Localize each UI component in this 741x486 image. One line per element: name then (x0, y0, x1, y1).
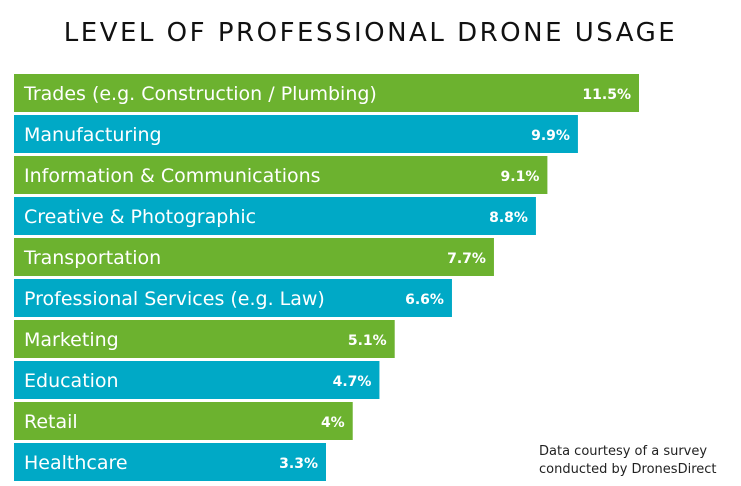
bar-value-label: 4.7% (333, 374, 372, 390)
bar-group: Creative & Photographic 8.8% (14, 197, 536, 235)
bar-label: Education (24, 370, 119, 392)
bar-label: Creative & Photographic (24, 206, 256, 228)
bar (14, 238, 494, 276)
bar (14, 443, 326, 481)
bar-group: Transportation 7.7% (14, 238, 494, 276)
bar-group: Information & Communications 9.1% (14, 156, 548, 194)
bar-group: Marketing 5.1% (14, 320, 395, 358)
bar-label: Information & Communications (24, 165, 321, 187)
bar-label: Manufacturing (24, 124, 162, 146)
bar (14, 74, 639, 112)
bar-value-label: 3.3% (279, 456, 318, 472)
bar (14, 402, 353, 440)
bar-value-label: 5.1% (348, 333, 387, 349)
bar-label: Trades (e.g. Construction / Plumbing) (23, 83, 377, 105)
bar-label: Transportation (23, 247, 161, 269)
bar-value-label: 8.8% (489, 210, 528, 226)
bar-group: Healthcare 3.3% (14, 443, 326, 481)
bar (14, 115, 578, 153)
chart-title: LEVEL OF PROFESSIONAL DRONE USAGE (63, 18, 678, 48)
bar-group: Manufacturing 9.9% (14, 115, 578, 153)
bar-value-label: 11.5% (582, 87, 631, 103)
source-note: Data courtesy of a survey conducted by D… (539, 443, 717, 479)
bar-value-label: 7.7% (447, 251, 486, 267)
source-line-2: conducted by DronesDirect (539, 462, 717, 477)
bar-value-label: 6.6% (405, 292, 444, 308)
bar-value-label: 9.1% (501, 169, 540, 185)
bar-group: Education 4.7% (14, 361, 380, 399)
bar-label: Professional Services (e.g. Law) (24, 288, 325, 310)
bar-group: Professional Services (e.g. Law) 6.6% (14, 279, 452, 317)
bar (14, 361, 380, 399)
bar-value-label: 4% (321, 415, 345, 431)
bar (14, 320, 395, 358)
bar-value-label: 9.9% (531, 128, 570, 144)
bar (14, 279, 452, 317)
bar (14, 197, 536, 235)
bar-label: Healthcare (24, 452, 128, 474)
bar (14, 156, 548, 194)
bar-label: Retail (24, 411, 78, 433)
bar-group: Trades (e.g. Construction / Plumbing) 11.… (14, 74, 639, 112)
bar-group: Retail 4% (14, 402, 353, 440)
bar-label: Marketing (24, 329, 119, 351)
source-line-1: Data courtesy of a survey (539, 444, 708, 459)
